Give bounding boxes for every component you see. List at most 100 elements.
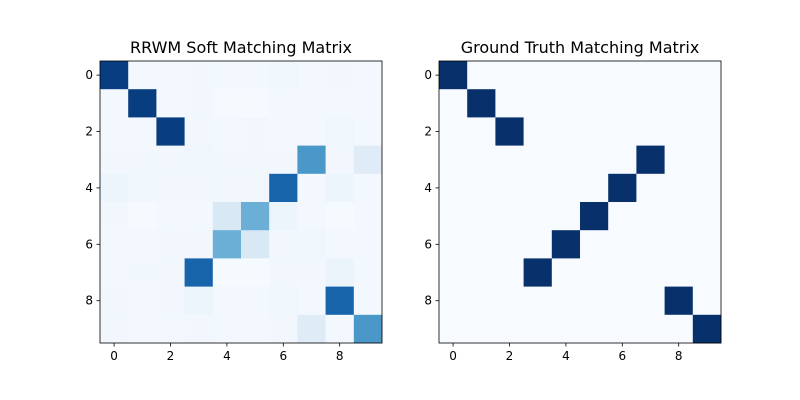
x-tick-label: 4 xyxy=(562,349,570,363)
heatmap-cell xyxy=(580,314,609,344)
heatmap-cell xyxy=(297,230,326,259)
heatmap-cell xyxy=(664,145,694,175)
heatmap-cell xyxy=(241,173,270,203)
heatmap-cell xyxy=(325,145,355,175)
heatmap-cell xyxy=(128,61,157,90)
heatmap-cell xyxy=(523,89,553,118)
heatmap-cell xyxy=(100,258,129,287)
heatmap-cell xyxy=(325,202,355,231)
heatmap-cell xyxy=(269,117,298,146)
heatmap-cell xyxy=(608,202,637,231)
x-tick-label: 4 xyxy=(223,349,231,363)
heatmap-cell xyxy=(664,61,694,90)
heatmap-cell xyxy=(241,61,270,90)
heatmap-cell xyxy=(551,61,581,90)
heatmap-cell xyxy=(580,286,609,316)
heatmap-cell xyxy=(100,145,129,175)
heatmap-cell xyxy=(439,145,468,175)
heatmap-cell xyxy=(439,258,468,287)
heatmap-cell xyxy=(297,117,326,146)
heatmap-cell xyxy=(467,173,496,203)
heatmap-cell xyxy=(495,145,524,175)
heatmap-cell xyxy=(353,117,383,146)
heatmap-cell xyxy=(467,61,496,90)
heatmap-cell xyxy=(523,230,553,259)
heatmap-cell xyxy=(664,173,694,203)
heatmap-cell xyxy=(636,202,665,231)
x-tick-label: 6 xyxy=(618,349,626,363)
heatmap-cell xyxy=(297,173,326,203)
heatmap-cell xyxy=(184,145,214,175)
heatmap-cell xyxy=(467,145,496,175)
heatmap-cell xyxy=(325,173,355,203)
heatmap-cell xyxy=(495,61,524,90)
heatmap-cell xyxy=(212,145,242,175)
heatmap-cell xyxy=(241,258,270,287)
heatmap-cell xyxy=(212,89,242,118)
heatmap-cell xyxy=(325,230,355,259)
chart-title: RRWM Soft Matching Matrix xyxy=(130,38,352,57)
heatmap-cell xyxy=(495,286,524,316)
heatmap-cell xyxy=(184,258,214,287)
heatmap-cell xyxy=(439,230,468,259)
heatmap-cell xyxy=(608,314,637,344)
heatmap-cell xyxy=(184,314,214,344)
heatmap-cell xyxy=(184,61,214,90)
y-tick-label: 2 xyxy=(424,125,432,139)
heatmap-cell xyxy=(353,258,383,287)
heatmap-cell xyxy=(664,117,694,146)
heatmap-cell xyxy=(128,89,157,118)
heatmap-cell xyxy=(212,258,242,287)
heatmap-cell xyxy=(156,314,185,344)
heatmap-cell xyxy=(156,61,185,90)
heatmap-cell xyxy=(353,202,383,231)
heatmap-cell xyxy=(580,89,609,118)
heatmap-cell xyxy=(212,230,242,259)
heatmap-cell xyxy=(495,173,524,203)
heatmap-cell xyxy=(664,286,694,316)
heatmap-cell xyxy=(156,286,185,316)
heatmap-cell xyxy=(692,61,722,90)
heatmap-cell xyxy=(664,89,694,118)
heatmap-cell xyxy=(100,230,129,259)
heatmap-cell xyxy=(551,258,581,287)
y-tick-label: 4 xyxy=(85,181,93,195)
heatmap-cell xyxy=(439,286,468,316)
heatmap-cell xyxy=(551,202,581,231)
heatmap-cell xyxy=(241,230,270,259)
heatmap-cell xyxy=(439,89,468,118)
heatmap-cell xyxy=(100,173,129,203)
heatmap-cell xyxy=(467,258,496,287)
heatmap-cell xyxy=(297,314,326,344)
heatmap-cell xyxy=(128,286,157,316)
heatmap-cell xyxy=(156,89,185,118)
heatmap-cell xyxy=(325,314,355,344)
heatmap-cell xyxy=(608,117,637,146)
axes-frame xyxy=(438,60,722,344)
heatmap-cell xyxy=(664,230,694,259)
heatmap-cell xyxy=(100,314,129,344)
x-tick-label: 2 xyxy=(167,349,175,363)
heatmap-cell xyxy=(664,202,694,231)
heatmap-cell xyxy=(636,230,665,259)
heatmap-cell xyxy=(692,286,722,316)
heatmap-cell xyxy=(100,117,129,146)
heatmap-cell xyxy=(467,202,496,231)
heatmap-cell xyxy=(467,314,496,344)
heatmap-cell xyxy=(608,89,637,118)
heatmap-cell xyxy=(269,314,298,344)
heatmap-cell xyxy=(241,89,270,118)
heatmap-cell xyxy=(692,314,722,344)
heatmap-cell xyxy=(580,145,609,175)
heatmap-cell xyxy=(523,117,553,146)
heatmap-cell xyxy=(608,61,637,90)
heatmap-cell xyxy=(353,61,383,90)
heatmap-cell xyxy=(100,286,129,316)
heatmap-cell xyxy=(439,314,468,344)
heatmap-cell xyxy=(692,145,722,175)
heatmap-cell xyxy=(325,89,355,118)
heatmap-cell xyxy=(212,286,242,316)
heatmap-cell xyxy=(580,173,609,203)
y-tick-label: 8 xyxy=(424,294,432,308)
